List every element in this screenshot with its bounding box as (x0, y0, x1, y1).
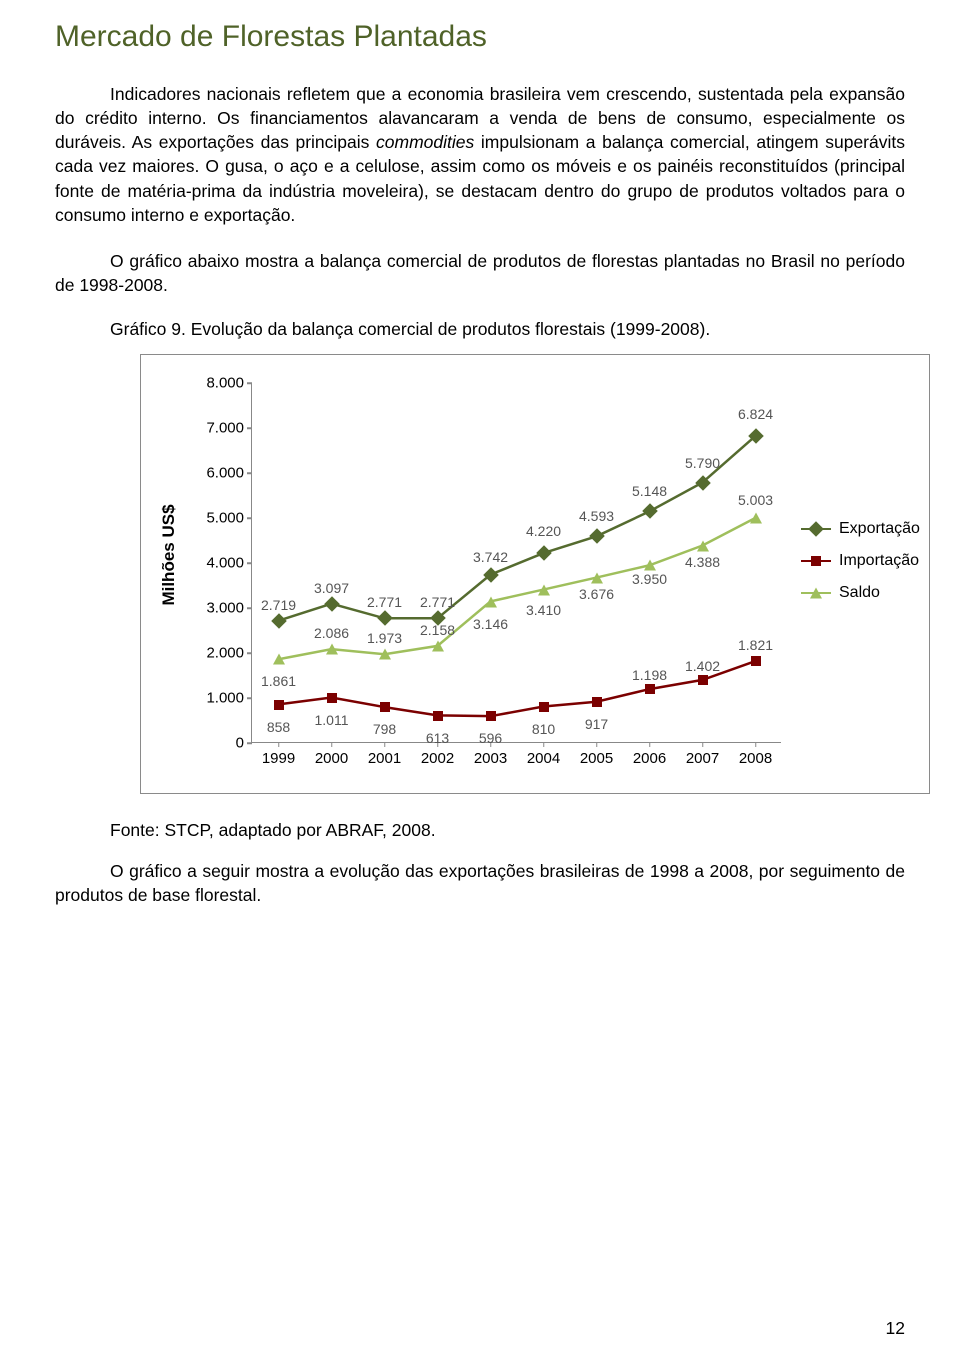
chart-marker (592, 697, 602, 707)
chart-data-label: 1.402 (685, 658, 720, 674)
chart-series-line (279, 661, 756, 716)
chart-data-label: 810 (532, 721, 555, 737)
chart-data-label: 2.771 (420, 594, 455, 610)
chart-ytick-label: 3.000 (192, 600, 252, 617)
chart-series-line (279, 436, 756, 621)
chart-data-label: 2.719 (261, 597, 296, 613)
chart-ytick-label: 7.000 (192, 420, 252, 437)
p2-text: O gráfico abaixo mostra a balança comerc… (55, 251, 905, 295)
chart-marker (274, 700, 284, 710)
legend-label: Importação (839, 552, 919, 570)
chart-data-label: 1.973 (367, 630, 402, 646)
chart-plot-area: 01.0002.0003.0004.0005.0006.0007.0008.00… (251, 383, 781, 743)
chart-marker (486, 711, 496, 721)
chart-data-label: 3.410 (526, 602, 561, 618)
chart-data-label: 858 (267, 719, 290, 735)
chart-data-label: 1.861 (261, 673, 296, 689)
chart-data-label: 5.148 (632, 483, 667, 499)
chart-data-label: 1.821 (738, 637, 773, 653)
page-number: 12 (886, 1318, 905, 1339)
chart-marker (485, 596, 497, 607)
chart-data-label: 798 (373, 721, 396, 737)
chart-data-label: 596 (479, 730, 502, 746)
chart-data-label: 6.824 (738, 406, 773, 422)
chart-data-label: 5.003 (738, 492, 773, 508)
chart-marker (433, 711, 443, 721)
chart-legend: Exportação Importação Saldo (801, 520, 920, 616)
legend-label: Saldo (839, 584, 880, 602)
chart-marker (432, 641, 444, 652)
legend-item: Importação (801, 552, 920, 570)
chart-marker (697, 540, 709, 551)
chart-ytick-label: 1.000 (192, 690, 252, 707)
chart-data-label: 4.593 (579, 508, 614, 524)
chart-data-label: 3.950 (632, 571, 667, 587)
chart-marker (273, 654, 285, 665)
chart-data-label: 2.771 (367, 594, 402, 610)
chart-data-label: 3.742 (473, 549, 508, 565)
legend-label: Exportação (839, 520, 920, 538)
chart-marker (591, 572, 603, 583)
chart-source: Fonte: STCP, adaptado por ABRAF, 2008. (110, 820, 905, 841)
chart-marker (644, 560, 656, 571)
chart-data-label: 613 (426, 730, 449, 746)
chart-data-label: 5.790 (685, 455, 720, 471)
chart-data-label: 2.158 (420, 622, 455, 638)
legend-item: Exportação (801, 520, 920, 538)
chart-marker (750, 512, 762, 523)
legend-item: Saldo (801, 584, 920, 602)
chart-ytick-label: 5.000 (192, 510, 252, 527)
chart-data-label: 917 (585, 716, 608, 732)
chart-data-label: 2.086 (314, 625, 349, 641)
chart-marker (380, 702, 390, 712)
chart-marker (538, 584, 550, 595)
chart-data-label: 4.388 (685, 554, 720, 570)
paragraph-3: O gráfico a seguir mostra a evolução das… (55, 859, 905, 907)
chart-marker (751, 656, 761, 666)
chart-data-label: 1.011 (315, 712, 349, 728)
chart-data-label: 3.097 (314, 580, 349, 596)
chart-marker (645, 684, 655, 694)
chart-data-label: 4.220 (526, 523, 561, 539)
p1-text-italic: commodities (376, 132, 474, 152)
chart-data-label: 3.146 (473, 616, 508, 632)
chart-data-label: 3.676 (579, 586, 614, 602)
chart-data-label: 1.198 (632, 667, 667, 683)
paragraph-2: O gráfico abaixo mostra a balança comerc… (55, 249, 905, 297)
chart-marker (698, 675, 708, 685)
chart-ytick-label: 8.000 (192, 375, 252, 392)
chart-marker (379, 649, 391, 660)
chart-ytick-label: 6.000 (192, 465, 252, 482)
chart-marker (327, 693, 337, 703)
chart-caption: Gráfico 9. Evolução da balança comercial… (110, 319, 905, 340)
chart-ytick-label: 0 (192, 735, 252, 752)
chart-marker (539, 702, 549, 712)
chart-marker (326, 644, 338, 655)
chart-ytick-label: 4.000 (192, 555, 252, 572)
page-title: Mercado de Florestas Plantadas (55, 20, 905, 54)
chart-series-line (279, 518, 756, 659)
p3-text: O gráfico a seguir mostra a evolução das… (55, 861, 905, 905)
chart-ylabel: Milhões US$ (159, 505, 179, 606)
paragraph-1: Indicadores nacionais refletem que a eco… (55, 82, 905, 227)
chart-ytick-label: 2.000 (192, 645, 252, 662)
chart-container: Milhões US$ 01.0002.0003.0004.0005.0006.… (140, 354, 930, 794)
